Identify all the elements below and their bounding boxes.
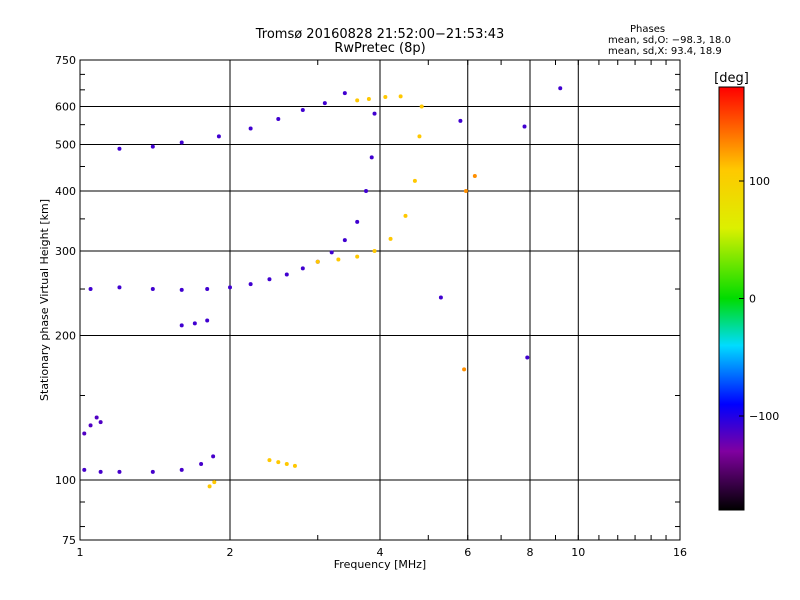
y-tick-label: 600 (55, 101, 76, 114)
echo-point (88, 423, 93, 428)
echo-point (117, 285, 122, 290)
echo-point (150, 469, 155, 474)
echo-point (525, 355, 530, 360)
x-tick-label: 6 (464, 546, 471, 559)
echo-point (228, 285, 232, 290)
chart-title: Tromsø 20160828 21:52:00−21:53:43 (255, 27, 505, 42)
echo-point (300, 108, 305, 113)
echo-point (117, 146, 122, 151)
x-tick-label: 8 (527, 546, 534, 559)
echo-point (292, 463, 297, 468)
echo-point (211, 454, 216, 459)
y-tick-label: 500 (55, 139, 76, 152)
y-tick-label: 200 (55, 330, 76, 343)
y-tick-label: 75 (62, 534, 76, 547)
echo-point (179, 287, 184, 292)
echo-point (463, 189, 468, 194)
echo-point (212, 480, 217, 485)
phase-stats-title: Phases (630, 24, 666, 35)
echo-point (342, 238, 347, 243)
echo-point (82, 431, 87, 436)
echo-point (82, 467, 87, 472)
echo-point (412, 178, 417, 183)
echo-point (315, 259, 320, 264)
echo-point (276, 117, 281, 122)
y-tick-label: 750 (55, 54, 76, 67)
echo-point (329, 250, 334, 255)
echo-point (372, 111, 377, 116)
echo-point (398, 94, 403, 99)
echo-point (205, 287, 210, 292)
x-tick-label: 4 (377, 546, 384, 559)
echo-point (522, 124, 527, 129)
echo-point (438, 295, 443, 300)
echo-point (150, 287, 155, 292)
echo-point (342, 91, 347, 96)
echo-point (207, 484, 212, 489)
echo-point (383, 95, 388, 100)
colorbar-tick-label: −100 (749, 410, 779, 423)
echo-point (216, 134, 221, 139)
phase-stats-x: mean, sd,X: 93.4, 18.9 (608, 46, 722, 57)
echo-point (276, 460, 281, 465)
echo-point (267, 277, 272, 282)
echo-point (403, 213, 408, 218)
x-axis-label: Frequency [MHz] (334, 558, 426, 571)
echo-point (284, 272, 289, 277)
echo-point (369, 155, 374, 160)
echo-point (248, 126, 253, 131)
echo-point (300, 266, 305, 271)
chart-subtitle: RwPretec (8p) (334, 41, 426, 56)
echo-point (88, 287, 93, 292)
echo-point (192, 321, 197, 326)
y-tick-label: 100 (55, 474, 76, 487)
echo-point (372, 249, 377, 254)
echo-point (248, 282, 253, 287)
x-tick-label: 16 (673, 546, 687, 559)
echo-point (417, 134, 422, 139)
echo-point (364, 189, 369, 194)
echo-point (179, 140, 184, 145)
echo-point (117, 469, 122, 474)
echo-point (179, 323, 184, 328)
echo-point (98, 420, 103, 425)
colorbar-tick-label: 0 (749, 293, 756, 306)
echo-point (355, 219, 360, 224)
y-tick-label: 400 (55, 185, 76, 198)
echo-point (355, 254, 360, 259)
echo-point (355, 98, 360, 103)
echo-point (388, 236, 393, 241)
echo-point (94, 415, 99, 420)
x-tick-label: 2 (227, 546, 234, 559)
x-tick-label: 10 (571, 546, 585, 559)
phase-stats-o: mean, sd,O: −98.3, 18.0 (608, 35, 731, 46)
echo-point (336, 257, 341, 262)
x-tick-label: 1 (77, 546, 84, 559)
echo-point (366, 97, 371, 102)
colorbar-tick-label: 100 (749, 175, 770, 188)
echo-point (199, 461, 204, 466)
echo-point (558, 86, 563, 91)
colorbar-label: [deg] (714, 71, 749, 86)
y-axis-label: Stationary phase Virtual Height [km] (38, 199, 51, 401)
echo-point (419, 104, 424, 109)
echo-point (150, 144, 155, 149)
echo-point (322, 101, 327, 106)
echo-point (267, 458, 272, 463)
echo-point (98, 469, 103, 474)
plot-frame (79, 59, 681, 541)
echo-point (472, 173, 477, 178)
y-tick-label: 300 (55, 245, 76, 258)
echo-point (458, 118, 463, 123)
echo-point (179, 467, 184, 472)
echo-point (462, 367, 467, 372)
echo-point (284, 461, 289, 466)
echo-point (205, 318, 210, 323)
